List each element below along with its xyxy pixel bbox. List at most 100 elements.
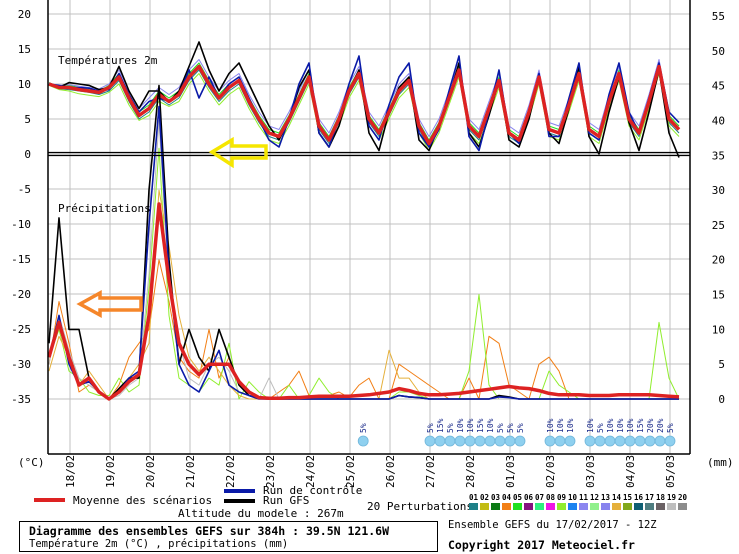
snowflake-icon [504,435,516,447]
title-box: Diagramme des ensembles GEFS sur 384h : … [19,521,438,552]
x-tick-label: 28/02 [464,455,477,488]
snow-probability-label: 10% [456,418,465,433]
snowflake-icon [554,435,566,447]
x-tick-label: 05/03 [664,455,677,488]
snowflake-icon [584,435,596,447]
perturbation-swatch [524,503,533,510]
snow-probability-label: 5% [359,423,368,433]
right-tick-label: 45 [712,80,725,93]
right-tick-label: 10 [712,323,725,336]
snowflake-icon [604,435,616,447]
perturbation-id: 07 [535,493,544,502]
orange-arrow-annotation [76,290,143,318]
perturbation-swatch [568,503,577,510]
snowflake-icon [514,435,526,447]
snowflake-icon [424,435,436,447]
left-tick-label: 5 [24,113,31,126]
perturbation-id: 18 [656,493,666,502]
x-tick-label: 18/02 [64,455,77,488]
perturbation-swatch [546,503,555,510]
x-tick-label: 21/02 [184,455,197,488]
snow-probability-label: 10% [626,418,635,433]
snow-probability-label: 10% [556,418,565,433]
legend-control-label: Run de contrôle [263,484,362,497]
perturbation-swatch [469,503,478,510]
snow-probability-label: 5% [426,423,435,433]
snow-probability-label: 5% [496,423,505,433]
perturbation-id: 11 [579,493,589,502]
snow-probability-label: 10% [586,418,595,433]
perturbation-id: 14 [612,493,622,502]
left-tick-label: -5 [18,183,31,196]
snow-probability-label: 5% [516,423,525,433]
snowflake-icon [357,435,369,447]
perturbation-id: 15 [623,493,632,502]
legend-mean-label: Moyenne des scénarios [73,494,212,507]
right-tick-label: 15 [712,289,725,302]
altitude-label: Altitude du modele : 267m [178,507,344,520]
x-tick-label: 19/02 [104,455,117,488]
right-tick-label: 20 [712,254,725,267]
snow-probability-label: 10% [466,418,475,433]
snowflake-icon [614,435,626,447]
perturbations-label: 20 Perturbations [367,500,473,513]
precipitation-mean-line [47,202,680,401]
temperature-series [48,41,681,158]
perturbation-swatch [623,503,632,510]
perturbation-id: 12 [590,493,599,502]
left-tick-label: -30 [11,358,31,371]
left-tick-label: 20 [18,8,31,21]
x-tick-label: 03/03 [584,455,597,488]
snow-probability-label: 10% [606,418,615,433]
snow-probability-label: 10% [486,418,495,433]
snow-probability-label: 5% [666,423,675,433]
snowflake-icon [464,435,476,447]
right-tick-label: 35 [712,149,725,162]
perturbation-swatch [612,503,621,510]
perturbation-id: 04 [502,493,512,502]
right-tick-label: 5 [718,358,725,371]
temperature-panel-label: Températures 2m [58,54,158,67]
perturbation-swatch [502,503,511,510]
snowflake-icon [494,435,506,447]
snow-probability-label: 10% [616,418,625,433]
snow-probability-label: 20% [646,418,655,433]
snowflake-icon [454,435,466,447]
snowflake-icon [664,435,676,447]
perturbation-id: 06 [524,493,534,502]
right-tick-label: 30 [712,184,725,197]
snowflake-icon [594,435,606,447]
left-tick-label: 15 [18,43,31,56]
perturbation-swatch [678,503,687,510]
snowflake-icon [644,435,656,447]
snow-probability-label: 5% [596,423,605,433]
perturbation-swatch [557,503,566,510]
left-axis-ticks: 20 15 10 5 0 -5 -10 -15 -20 -25 -30 -35 [11,8,31,406]
snowflake-icon [544,435,556,447]
perturbation-id: 02 [480,493,489,502]
chart-subtitle: Température 2m (°C) , précipitations (mm… [29,538,289,550]
perturbation-swatch [667,503,676,510]
left-tick-label: -15 [11,253,31,266]
left-tick-label: -10 [11,218,31,231]
perturbation-id: 01 [469,493,479,502]
perturbation-swatch [601,503,610,510]
perturbation-id: 05 [513,493,522,502]
perturbation-id: 10 [568,493,578,502]
left-axis-unit: (°C) [18,456,45,469]
legend-gfs-label: Run GFS [263,494,309,507]
snow-probability-label: 15% [636,418,645,433]
right-tick-label: 25 [712,219,725,232]
left-tick-label: -20 [11,288,31,301]
legend-mean-swatch [34,498,65,502]
snow-probability-label: 5% [506,423,515,433]
snowflake-icon [654,435,666,447]
snowflake-icon [564,435,576,447]
snow-probability-markers: 5% 5% 15% 5% 10% 10% 15% 10% 5% 5% 5% 10% 10% 10% 10% 5… [357,418,676,447]
snow-probability-label: 20% [656,418,665,433]
snow-probability-label: 15% [476,418,485,433]
perturbation-id: 19 [667,493,677,502]
x-tick-label: 20/02 [144,455,157,488]
precipitation-control-line [48,105,679,400]
precipitation-panel-label: Précipitations [58,202,151,215]
